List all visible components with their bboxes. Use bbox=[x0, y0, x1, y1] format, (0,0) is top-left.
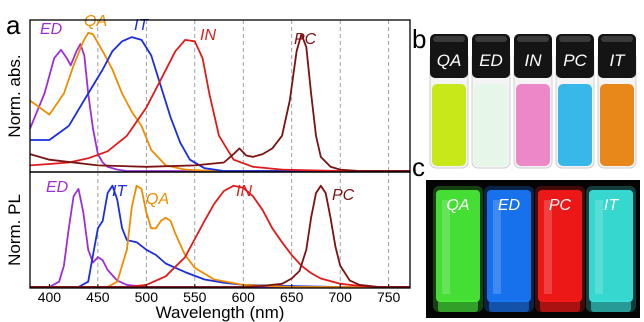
pl-label-ed: ED bbox=[46, 179, 69, 196]
tube-label: QA bbox=[446, 197, 469, 214]
pl-series-in bbox=[30, 184, 410, 288]
absorption-series-labels: ED QA IT IN PC bbox=[40, 13, 317, 48]
tube-base-reflection bbox=[438, 300, 478, 312]
x-tick-labels: 400 450 500 550 600 650 700 750 bbox=[38, 284, 401, 305]
tube-glow bbox=[436, 190, 480, 302]
tube-qa: QA bbox=[433, 186, 483, 312]
panel-letter-c: c bbox=[412, 152, 425, 182]
x-tick-label: 550 bbox=[183, 289, 207, 305]
vial-label: IN bbox=[525, 51, 543, 70]
tube-base-reflection bbox=[540, 300, 580, 312]
vial-qa: QA bbox=[429, 34, 469, 169]
pl-plot-frame bbox=[29, 171, 411, 289]
vial-cap bbox=[598, 34, 636, 78]
tube-highlight bbox=[544, 200, 552, 294]
x-tick-label: 450 bbox=[86, 289, 110, 305]
vial-label: ED bbox=[479, 51, 503, 70]
tubes-photo: QA ED PC IT bbox=[426, 180, 640, 318]
x-tick-label: 650 bbox=[280, 289, 304, 305]
absorption-series-in bbox=[29, 39, 410, 172]
pl-label-qa: QA bbox=[146, 191, 169, 208]
vial-liquid bbox=[558, 84, 592, 166]
absorption-series bbox=[29, 32, 410, 172]
vial-label: QA bbox=[437, 51, 462, 70]
absorption-grid bbox=[97, 20, 390, 172]
vial-cap bbox=[514, 34, 552, 78]
tube-glow bbox=[589, 190, 633, 302]
absorption-label-it: IT bbox=[134, 17, 149, 34]
pl-label-pc: PC bbox=[332, 187, 355, 204]
vial-in: IN bbox=[513, 34, 553, 169]
vial-liquid bbox=[516, 84, 550, 166]
tube-ed: ED bbox=[484, 186, 534, 312]
pl-label-in: IN bbox=[236, 183, 252, 200]
vial-cap-rim bbox=[601, 36, 633, 42]
absorption-label-pc: PC bbox=[294, 31, 317, 48]
tube-label: ED bbox=[498, 197, 521, 214]
vial-liquid bbox=[474, 84, 508, 166]
pl-series-pc bbox=[30, 184, 410, 288]
x-tick-label: 600 bbox=[232, 289, 256, 305]
tube-glow bbox=[538, 190, 582, 302]
vial-cap-rim bbox=[475, 36, 507, 42]
x-tick-label: 500 bbox=[135, 289, 159, 305]
pl-y-axis-label: Norm. PL bbox=[5, 194, 24, 266]
tube-base-reflection bbox=[591, 300, 631, 312]
tube-it: IT bbox=[586, 186, 636, 312]
tube-label: IT bbox=[604, 197, 619, 214]
vials-photo: QA ED IN PC IT bbox=[426, 26, 640, 172]
vial-cap-rim bbox=[517, 36, 549, 42]
glowing-tubes: QA ED PC IT bbox=[433, 186, 636, 312]
vial-cap bbox=[430, 34, 468, 78]
tube-base-reflection bbox=[489, 300, 529, 312]
absorption-series-pc bbox=[29, 33, 410, 172]
pl-series-labels: ED IT QA IN PC bbox=[46, 179, 355, 208]
tube-pc: PC bbox=[535, 186, 585, 312]
pl-plot: ED IT QA IN PC Norm. PL 400 450 500 550 600 650 70… bbox=[5, 171, 411, 322]
vial-cap-rim bbox=[433, 36, 465, 42]
vial-label: IT bbox=[609, 51, 626, 70]
absorption-label-qa: QA bbox=[84, 13, 107, 30]
vial-cap bbox=[556, 34, 594, 78]
vials: QA ED IN PC IT bbox=[429, 34, 637, 169]
absorption-plot: ED QA IT IN PC Norm. abs. bbox=[5, 13, 411, 173]
pl-series bbox=[30, 184, 410, 288]
x-tick-label: 750 bbox=[377, 289, 401, 305]
vial-it: IT bbox=[597, 34, 637, 169]
pl-label-it: IT bbox=[112, 183, 127, 200]
pl-series-it bbox=[30, 184, 410, 288]
tube-highlight bbox=[493, 200, 501, 294]
x-tick-label: 700 bbox=[329, 289, 353, 305]
vial-liquid bbox=[600, 84, 634, 166]
tube-highlight bbox=[442, 200, 450, 294]
pl-series-qa bbox=[30, 184, 410, 288]
tube-highlight bbox=[595, 200, 603, 294]
pl-series-ed bbox=[30, 187, 410, 288]
vial-pc: PC bbox=[555, 34, 595, 169]
x-tick-label: 400 bbox=[38, 289, 62, 305]
vial-label: PC bbox=[563, 51, 587, 70]
panel-letter-a: a bbox=[6, 10, 21, 40]
x-axis-label: Wavelength (nm) bbox=[156, 303, 285, 322]
tube-label: PC bbox=[549, 197, 572, 214]
absorption-series-it bbox=[30, 36, 410, 172]
vial-ed: ED bbox=[471, 34, 511, 169]
panel-letter-b: b bbox=[412, 24, 426, 54]
absorption-y-axis-label: Norm. abs. bbox=[5, 54, 24, 137]
vial-cap-rim bbox=[559, 36, 591, 42]
vial-cap bbox=[472, 34, 510, 78]
absorption-label-in: IN bbox=[200, 27, 216, 44]
absorption-label-ed: ED bbox=[40, 21, 63, 38]
tube-glow bbox=[487, 190, 531, 302]
vial-liquid bbox=[432, 84, 466, 166]
